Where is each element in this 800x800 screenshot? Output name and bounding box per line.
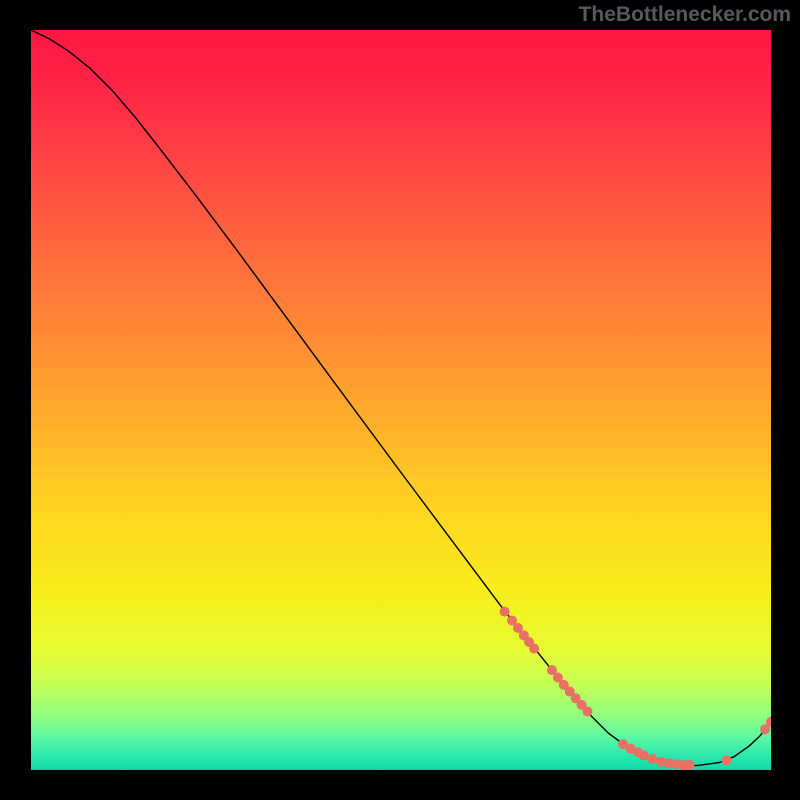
- data-marker: [582, 707, 592, 717]
- data-marker: [685, 760, 695, 770]
- data-marker: [648, 754, 658, 764]
- chart-stage: TheBottlenecker.com: [0, 0, 800, 800]
- bottleneck-chart: [31, 30, 771, 770]
- data-marker: [639, 750, 649, 760]
- data-marker: [722, 755, 732, 765]
- data-marker: [529, 644, 539, 654]
- watermark-text: TheBottlenecker.com: [579, 3, 791, 27]
- data-marker: [500, 607, 510, 617]
- plot-background: [31, 30, 771, 770]
